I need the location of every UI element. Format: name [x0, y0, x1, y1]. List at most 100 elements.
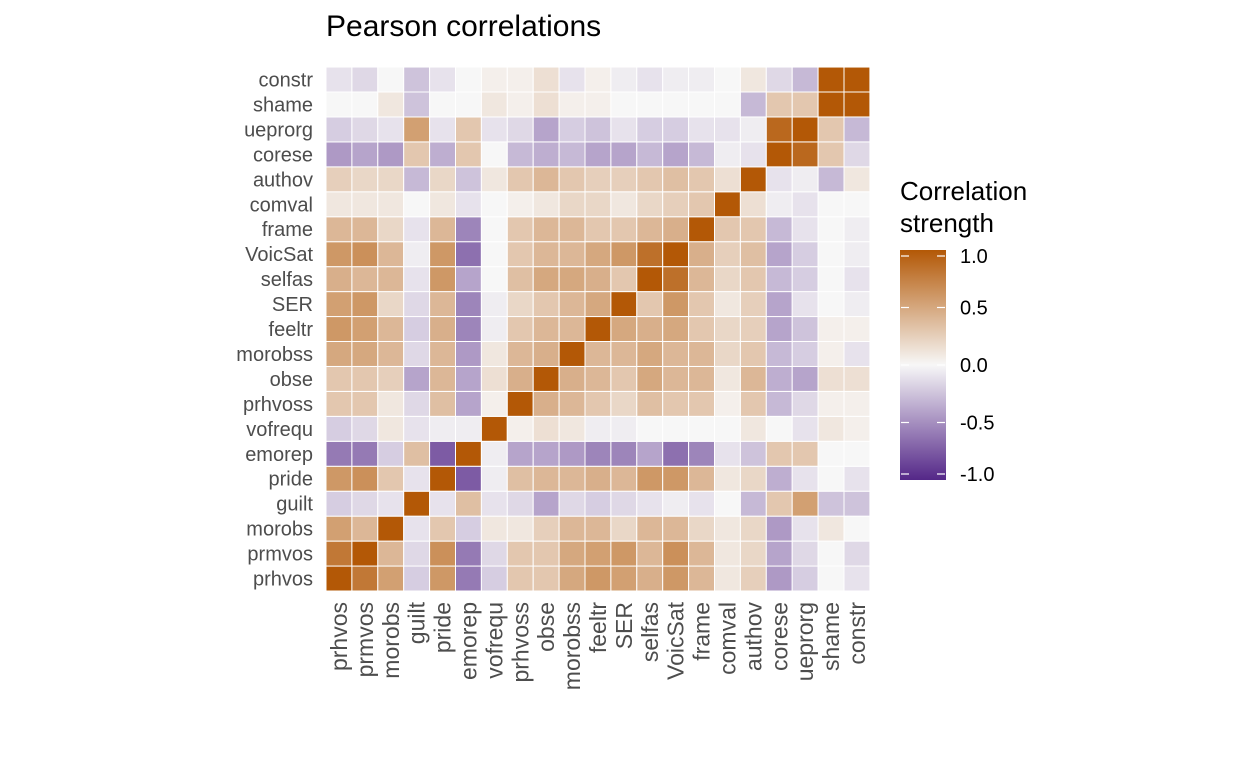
heatmap-cell-VoicSat-morobss [558, 241, 586, 268]
heatmap-cell-authov-VoicSat [662, 166, 690, 193]
heatmap-cell-obse-comval [714, 365, 741, 392]
y-tick-label-prhvoss: prhvoss [243, 394, 313, 416]
y-tick-label-feeltr: feeltr [269, 319, 314, 341]
heatmap-cell-prhvos-vofrequ [480, 565, 508, 592]
heatmap-cell-VoicSat-prhvoss [506, 241, 534, 268]
heatmap-cell-prhvoss-selfas [636, 390, 664, 417]
heatmap-cell-SER-constr [843, 291, 871, 318]
heatmap-cell-morobss-authov [739, 341, 767, 367]
heatmap-cell-guilt-vofrequ [480, 490, 508, 517]
heatmap-cell-SER-prhvos [325, 291, 353, 318]
heatmap-cell-prmvos-morobss [558, 540, 586, 567]
heatmap-cell-shame-morobss [558, 91, 586, 118]
heatmap-cell-selfas-pride [429, 266, 457, 293]
heatmap-cell-pride-guilt [403, 465, 431, 492]
heatmap-cell-emorep-frame [688, 440, 715, 467]
heatmap-cell-vofrequ-corese [765, 415, 793, 442]
heatmap-cell-comval-constr [843, 191, 871, 218]
heatmap-cell-obse-vofrequ [480, 365, 508, 392]
y-tick-label-frame: frame [262, 219, 313, 241]
heatmap-cell-feeltr-guilt [403, 316, 431, 342]
heatmap-cell-vofrequ-guilt [403, 415, 431, 442]
y-tick-label-authov: authov [253, 169, 313, 191]
heatmap-cell-prhvoss-prhvoss [506, 390, 534, 417]
heatmap-cell-prmvos-pride [429, 540, 457, 567]
heatmap-cell-feeltr-vofrequ [480, 316, 508, 342]
heatmap-cell-prmvos-obse [532, 540, 560, 567]
heatmap-cell-pride-pride [429, 465, 457, 492]
heatmap-cell-constr-corese [765, 66, 793, 93]
heatmap-cell-comval-emorep [455, 191, 482, 218]
heatmap-cell-frame-SER [610, 216, 638, 243]
x-tick-label-emorep: emorep [455, 602, 481, 680]
heatmap-cell-pride-morobs [377, 465, 405, 492]
heatmap-cell-obse-ueprorg [791, 365, 819, 392]
y-tick-label-prmvos: prmvos [247, 544, 313, 566]
heatmap-cell-emorep-emorep [455, 440, 482, 467]
heatmap-cell-emorep-morobss [558, 440, 586, 467]
heatmap-cell-obse-prhvoss [506, 365, 534, 392]
heatmap-cell-SER-shame [817, 291, 845, 318]
heatmap-cell-shame-corese [765, 91, 793, 118]
heatmap-cell-feeltr-feeltr [584, 316, 612, 342]
heatmap-cell-prhvos-prhvos [325, 565, 353, 592]
heatmap-cell-authov-corese [765, 166, 793, 193]
heatmap-cell-morobs-feeltr [584, 515, 612, 542]
heatmap-cell-prhvoss-shame [817, 390, 845, 417]
heatmap-cell-emorep-selfas [636, 440, 664, 467]
heatmap-cell-pride-prhvos [325, 465, 353, 492]
heatmap-cell-comval-prhvoss [506, 191, 534, 218]
heatmap-cell-morobss-constr [843, 341, 871, 367]
heatmap-cell-pride-vofrequ [480, 465, 508, 492]
heatmap-cell-comval-authov [739, 191, 767, 218]
heatmap-cell-corese-corese [765, 141, 793, 168]
heatmap-cell-morobs-comval [714, 515, 741, 542]
heatmap-cell-ueprorg-ueprorg [791, 116, 819, 143]
heatmap-cell-frame-frame [688, 216, 715, 243]
heatmap-cell-morobss-VoicSat [662, 341, 690, 367]
heatmap-cell-feeltr-shame [817, 316, 845, 342]
heatmap-cell-frame-shame [817, 216, 845, 243]
heatmap-cell-authov-authov [739, 166, 767, 193]
heatmap-cell-authov-emorep [455, 166, 482, 193]
heatmap-cell-prmvos-authov [739, 540, 767, 567]
heatmap-cell-pride-emorep [455, 465, 482, 492]
y-tick-label-corese: corese [253, 144, 313, 166]
heatmap-cell-vofrequ-VoicSat [662, 415, 690, 442]
heatmap-cell-guilt-prmvos [351, 490, 379, 517]
heatmap-cell-corese-obse [532, 141, 560, 168]
x-tick-label-ueprorg: ueprorg [792, 602, 818, 681]
heatmap-cell-pride-obse [532, 465, 560, 492]
heatmap-cell-VoicSat-authov [739, 241, 767, 268]
heatmap-cell-comval-morobs [377, 191, 405, 218]
x-tick-label-constr: constr [844, 602, 870, 665]
heatmap-cell-VoicSat-SER [610, 241, 638, 268]
heatmap-cell-frame-selfas [636, 216, 664, 243]
heatmap-cell-prhvos-SER [610, 565, 638, 592]
heatmap-cell-VoicSat-obse [532, 241, 560, 268]
heatmap-cell-obse-constr [843, 365, 871, 392]
heatmap-cell-corese-feeltr [584, 141, 612, 168]
color-legend: 1.0 0.5 0.0 -0.5 -1.0 [900, 246, 994, 486]
heatmap-cell-constr-VoicSat [662, 66, 690, 93]
y-axis-labels: prhvos prmvos morobs guilt pride emorep vofreq… [236, 70, 313, 591]
heatmap-cell-obse-morobss [558, 365, 586, 392]
heatmap-cell-prmvos-constr [843, 540, 871, 567]
heatmap-cell-authov-feeltr [584, 166, 612, 193]
heatmap-cell-emorep-ueprorg [791, 440, 819, 467]
heatmap-cell-selfas-comval [714, 266, 741, 293]
heatmap-cell-SER-obse [532, 291, 560, 318]
heatmap-cell-guilt-guilt [403, 490, 431, 517]
heatmap-cell-selfas-VoicSat [662, 266, 690, 293]
heatmap-cell-VoicSat-guilt [403, 241, 431, 268]
legend-tick-label--1.0: -1.0 [960, 464, 994, 486]
heatmap-cell-authov-obse [532, 166, 560, 193]
heatmap-cell-prhvoss-SER [610, 390, 638, 417]
heatmap-cell-obse-corese [765, 365, 793, 392]
heatmap-cell-prhvos-authov [739, 565, 767, 592]
heatmap-cell-vofrequ-emorep [455, 415, 482, 442]
heatmap-cell-frame-corese [765, 216, 793, 243]
heatmap-cell-vofrequ-frame [688, 415, 715, 442]
heatmap-cell-comval-SER [610, 191, 638, 218]
heatmap-cells [325, 66, 871, 592]
